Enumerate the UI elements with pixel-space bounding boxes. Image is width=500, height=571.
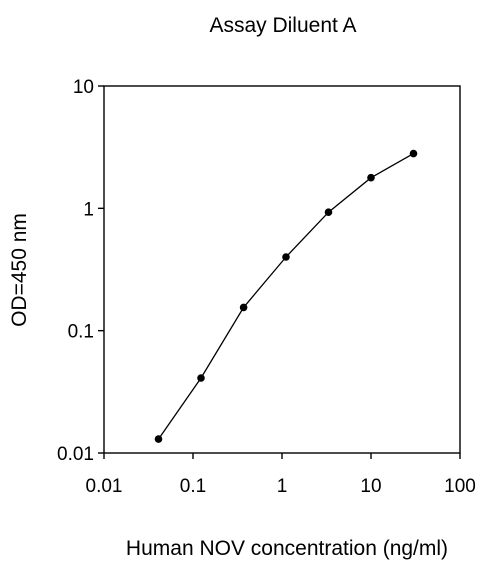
x-tick-label: 100 — [444, 476, 476, 497]
x-axis: 0.01 0.1 1 10 100 — [86, 453, 476, 497]
x-axis-label: Human NOV concentration (ng/ml) — [126, 537, 448, 560]
data-points — [154, 149, 418, 443]
y-tick-label: 0.1 — [68, 322, 94, 343]
data-point — [197, 374, 205, 382]
data-point — [282, 253, 290, 261]
x-tick-label: 0.1 — [180, 476, 206, 497]
y-tick-label: 0.01 — [57, 444, 94, 465]
y-tick-label: 1 — [83, 199, 94, 220]
data-point — [409, 149, 418, 158]
y-axis-label: OD=450 nm — [8, 213, 31, 327]
data-point — [154, 435, 163, 443]
data-point — [367, 173, 375, 182]
chart-title: Assay Diluent A — [209, 14, 356, 37]
plot-frame — [103, 85, 461, 454]
y-axis: 0.01 0.1 1 10 — [57, 77, 104, 465]
x-tick-label: 0.01 — [86, 476, 123, 497]
data-point — [324, 208, 333, 216]
x-tick-label: 10 — [360, 476, 381, 497]
series-line — [157, 153, 414, 440]
x-tick-label: 1 — [277, 476, 288, 497]
data-point — [239, 303, 248, 312]
y-tick-label: 10 — [73, 77, 94, 98]
